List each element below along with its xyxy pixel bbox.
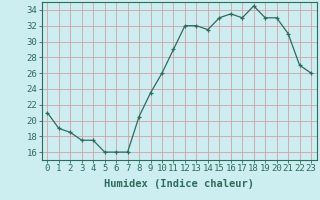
X-axis label: Humidex (Indice chaleur): Humidex (Indice chaleur) <box>104 179 254 189</box>
